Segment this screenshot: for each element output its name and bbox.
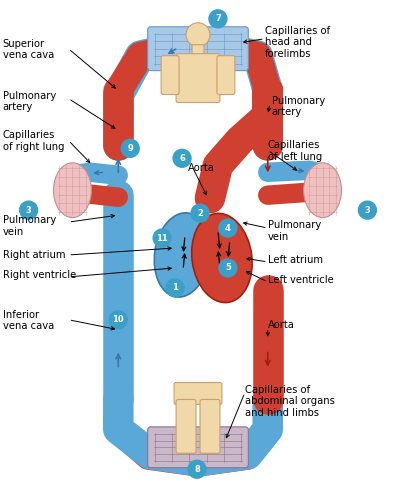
Ellipse shape [53,163,91,218]
Text: Inferior
vena cava: Inferior vena cava [3,310,54,331]
FancyBboxPatch shape [174,383,222,405]
Text: Right ventricle: Right ventricle [3,270,76,280]
Text: Pulmonary
artery: Pulmonary artery [272,95,325,117]
Circle shape [219,259,237,277]
Text: 10: 10 [112,315,124,324]
Text: Capillaries
of left lung: Capillaries of left lung [268,140,322,162]
Text: Superior
vena cava: Superior vena cava [3,39,54,60]
Text: Pulmonary
vein: Pulmonary vein [3,215,56,237]
Text: 4: 4 [225,224,231,233]
Text: 3: 3 [26,206,31,215]
FancyBboxPatch shape [200,400,220,453]
Text: 1: 1 [172,283,178,292]
FancyBboxPatch shape [148,427,248,468]
Ellipse shape [192,213,252,303]
Text: 8: 8 [194,465,200,474]
Circle shape [109,311,127,329]
Circle shape [209,10,227,28]
Text: 11: 11 [156,234,168,243]
Text: 9: 9 [128,144,133,153]
Text: Aorta: Aorta [188,164,215,173]
FancyBboxPatch shape [176,400,196,453]
Text: Capillaries of
abdominal organs
and hind limbs: Capillaries of abdominal organs and hind… [245,385,335,417]
FancyBboxPatch shape [217,56,235,94]
Text: Aorta: Aorta [268,320,295,330]
Text: Pulmonary
artery: Pulmonary artery [3,90,56,112]
Circle shape [173,150,191,167]
Text: Left atrium: Left atrium [268,255,323,265]
Circle shape [166,279,184,297]
Circle shape [186,23,210,47]
Text: Pulmonary
vein: Pulmonary vein [268,220,321,242]
Ellipse shape [154,213,210,297]
FancyBboxPatch shape [192,45,204,57]
Circle shape [20,201,38,219]
FancyBboxPatch shape [161,56,179,94]
Text: Right atrium: Right atrium [3,250,65,260]
Text: 2: 2 [197,209,203,218]
Text: 5: 5 [225,263,231,272]
Ellipse shape [304,163,341,218]
Circle shape [153,229,171,247]
Text: Capillaries of
head and
forelimbs: Capillaries of head and forelimbs [265,26,330,59]
Circle shape [121,139,139,158]
Circle shape [358,201,376,219]
Text: Capillaries
of right lung: Capillaries of right lung [3,130,64,152]
Text: Left ventricle: Left ventricle [268,275,333,285]
Circle shape [191,204,209,222]
Circle shape [219,219,237,237]
Circle shape [188,460,206,478]
Text: 7: 7 [215,14,221,23]
Text: 3: 3 [365,206,370,215]
FancyBboxPatch shape [148,27,248,71]
Text: 6: 6 [179,154,185,163]
FancyBboxPatch shape [176,54,220,102]
